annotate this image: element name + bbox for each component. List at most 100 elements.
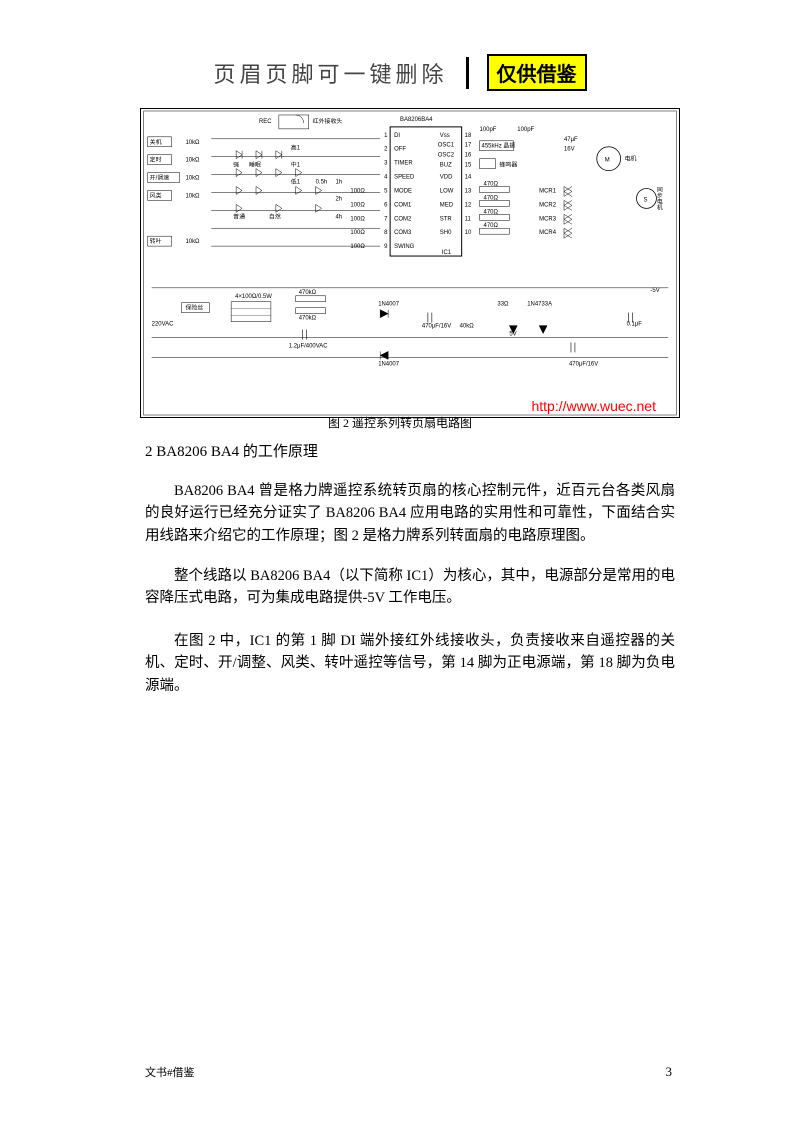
neg5v: -5V bbox=[650, 288, 659, 294]
led-1h: 1h bbox=[335, 180, 342, 186]
pin-vdd: VDD bbox=[440, 175, 453, 181]
btn-off: 关机 bbox=[150, 138, 162, 146]
figure-caption: 图 2 遥控系列转页扇电路图 bbox=[0, 414, 800, 431]
r470-2: 470Ω bbox=[484, 195, 499, 201]
r100-2: 100Ω bbox=[350, 202, 365, 208]
zener: 1N4733A bbox=[527, 302, 552, 308]
rec-label: REC bbox=[259, 119, 272, 125]
pin-osc2: OSC2 bbox=[438, 153, 455, 159]
r100-3: 100Ω bbox=[350, 216, 365, 222]
pin-com3: COM3 bbox=[394, 230, 412, 236]
sync-motor: 同步电机 bbox=[655, 186, 662, 211]
cap100-2: 100pF bbox=[517, 127, 534, 133]
pin-timer: TIMER bbox=[394, 161, 413, 167]
motor-label: 电机 bbox=[625, 155, 637, 163]
header-divider bbox=[466, 57, 469, 89]
r470-4: 470Ω bbox=[484, 223, 499, 229]
cap16v: 16V bbox=[564, 147, 575, 153]
page-number: 3 bbox=[666, 1064, 673, 1080]
svg-text:1: 1 bbox=[384, 133, 388, 139]
pin-buz: BUZ bbox=[440, 163, 452, 169]
r33: 33Ω bbox=[497, 302, 509, 308]
circuit-diagram: 关机 定时 开/调速 风类 转叶 10kΩ 10kΩ 10kΩ 10kΩ 10k… bbox=[140, 108, 680, 418]
r10k-5: 10kΩ bbox=[185, 239, 200, 245]
paragraph-2: 整个线路以 BA8206 BA4（以下简称 IC1）为核心，其中，电源部分是常用… bbox=[145, 565, 675, 610]
cap100-1: 100pF bbox=[480, 127, 497, 133]
r470-1: 470Ω bbox=[484, 182, 499, 188]
btn-wind: 风类 bbox=[150, 191, 162, 199]
pin-com1: COM1 bbox=[394, 202, 412, 208]
led-strong: 强 bbox=[233, 162, 239, 169]
svg-text:2: 2 bbox=[384, 147, 388, 153]
svg-text:18: 18 bbox=[465, 133, 472, 139]
pin-vss: Vss bbox=[440, 133, 450, 139]
r470k-1: 470kΩ bbox=[299, 290, 317, 296]
mcr4: MCR4 bbox=[539, 230, 557, 236]
mcr2: MCR2 bbox=[539, 202, 557, 208]
pin-str: STR bbox=[440, 216, 453, 222]
r10k-4: 10kΩ bbox=[185, 193, 200, 199]
svg-text:M: M bbox=[605, 158, 610, 164]
c470-2: 470μF/16V bbox=[569, 361, 598, 367]
paragraph-1: BA8206 BA4 曾是格力牌遥控系统转页扇的核心控制元件，近百元台各类风扇的… bbox=[145, 480, 675, 547]
led-05: 0.5h bbox=[316, 180, 328, 186]
btn-timer: 定时 bbox=[150, 156, 162, 164]
svg-text:11: 11 bbox=[465, 216, 472, 222]
mcr3: MCR3 bbox=[539, 216, 557, 222]
svg-text:12: 12 bbox=[465, 202, 472, 208]
footer-left: 文书#借鉴 bbox=[145, 1064, 195, 1080]
paragraph-3: 在图 2 中，IC1 的第 1 脚 DI 端外接红外线接收头，负责接收来自遥控器… bbox=[145, 630, 675, 697]
c12: 1.2μF/400VAC bbox=[289, 343, 328, 349]
crystal: 455kHz 晶振 bbox=[482, 142, 516, 150]
led-2h: 2h bbox=[335, 196, 342, 202]
svg-text:15: 15 bbox=[465, 163, 472, 169]
d2: 1N4007 bbox=[378, 361, 400, 367]
pin-mode: MODE bbox=[394, 188, 412, 194]
fuse: 保险丝 bbox=[185, 304, 203, 312]
d1: 1N4007 bbox=[378, 302, 400, 308]
section-title: 2 BA8206 BA4 的工作原理 bbox=[145, 440, 318, 461]
pin-med: MED bbox=[440, 202, 454, 208]
pin-off: OFF bbox=[394, 147, 406, 153]
svg-text:3: 3 bbox=[384, 161, 388, 167]
svg-text:5: 5 bbox=[384, 188, 388, 194]
led-h1: 高1 bbox=[291, 144, 301, 152]
c470-1: 470μF/16V bbox=[422, 324, 451, 330]
svg-text:10: 10 bbox=[465, 230, 472, 236]
svg-text:9: 9 bbox=[384, 244, 388, 250]
r470k-2: 470kΩ bbox=[299, 316, 317, 322]
ir-label: 红外接收头 bbox=[313, 117, 343, 125]
btn-speed: 开/调速 bbox=[150, 174, 170, 182]
svg-text:8: 8 bbox=[384, 230, 388, 236]
pin-osc1: OSC1 bbox=[438, 143, 455, 149]
c01: 0.1μF bbox=[627, 322, 643, 328]
svg-text:6: 6 bbox=[384, 202, 388, 208]
r100-1: 100Ω bbox=[350, 188, 365, 194]
mcr1: MCR1 bbox=[539, 188, 557, 194]
ic-name: BA8206BA4 bbox=[400, 117, 433, 123]
led-natural: 自然 bbox=[269, 212, 281, 220]
cap47: 47μF bbox=[564, 137, 578, 143]
r40k: 40kΩ bbox=[460, 324, 475, 330]
buzzer: 蜂鸣器 bbox=[499, 161, 517, 169]
led-m1: 中1 bbox=[291, 161, 301, 169]
ic1-label: IC1 bbox=[442, 250, 452, 256]
r10k-1: 10kΩ bbox=[185, 140, 200, 146]
btn-swing: 转叶 bbox=[150, 237, 162, 245]
pin-swing: SWING bbox=[394, 244, 415, 250]
header-title: 页眉页脚可一键删除 bbox=[213, 57, 447, 89]
led-l1: 低1 bbox=[291, 178, 301, 186]
ac220: 220VAC bbox=[152, 322, 174, 328]
header-badge: 仅供借鉴 bbox=[487, 54, 587, 91]
svg-text:14: 14 bbox=[465, 175, 472, 181]
led-sleep: 睡眠 bbox=[249, 161, 261, 169]
url-watermark: http://www.wuec.net bbox=[531, 398, 656, 414]
pin-speed: SPEED bbox=[394, 175, 415, 181]
circuit-svg: 关机 定时 开/调速 风类 转叶 10kΩ 10kΩ 10kΩ 10kΩ 10k… bbox=[141, 109, 679, 417]
svg-text:17: 17 bbox=[465, 143, 472, 149]
r470-3: 470Ω bbox=[484, 209, 499, 215]
led-normal: 普通 bbox=[233, 212, 245, 220]
svg-text:7: 7 bbox=[384, 216, 388, 222]
pin-sh0: SH0 bbox=[440, 230, 452, 236]
r100-4: 100Ω bbox=[350, 230, 365, 236]
